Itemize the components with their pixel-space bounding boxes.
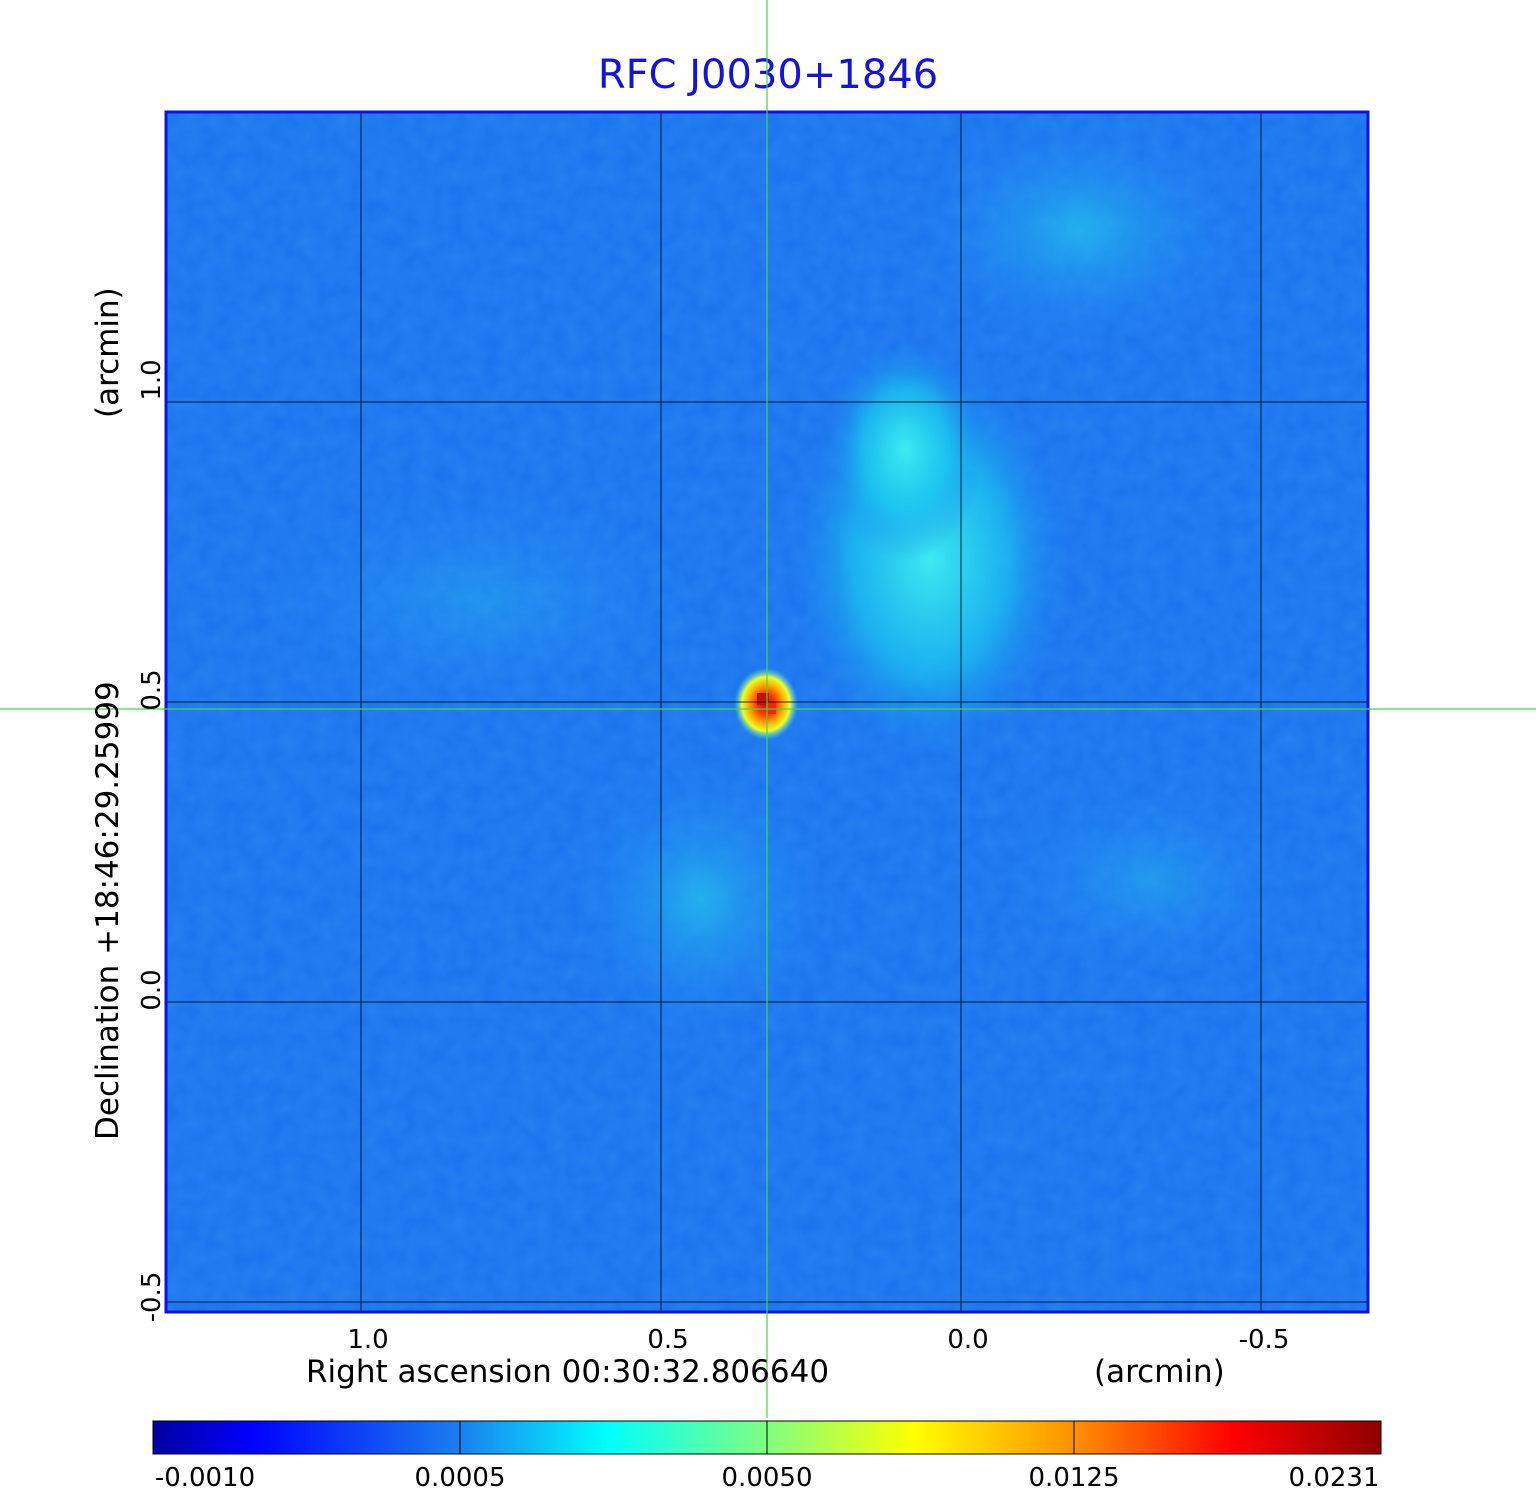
colorbar-tick-label: 0.0125 <box>1028 1463 1120 1493</box>
crosshair <box>0 0 1536 1418</box>
y-axis-unit: (arcmin) <box>90 287 126 418</box>
x-axis-unit: (arcmin) <box>1094 1354 1225 1390</box>
colorbar-tick-label: 0.0050 <box>721 1463 813 1493</box>
x-tick-label: 0.5 <box>647 1325 689 1355</box>
y-tick-label: 0.5 <box>137 669 167 711</box>
emission-lobe-south <box>570 760 830 1040</box>
y-tick-label: 0.0 <box>137 969 167 1011</box>
x-axis-label: Right ascension 00:30:32.806640 <box>306 1354 830 1390</box>
colorbar-tick-label: -0.0010 <box>154 1463 256 1493</box>
x-tick-label: -0.5 <box>1238 1325 1290 1355</box>
x-tick-label: 1.0 <box>347 1325 389 1355</box>
y-tick-label: 1.0 <box>137 359 167 401</box>
image-title: RFC J0030+1846 <box>597 52 939 98</box>
y-axis-label: Declination +18:46:29.25999 <box>90 681 126 1140</box>
colorbar-tick-label: 0.0231 <box>1288 1463 1380 1493</box>
colorbar-tick-label: 0.0005 <box>414 1463 506 1493</box>
y-tick-label: -0.5 <box>137 1271 167 1323</box>
x-tick-label: 0.0 <box>947 1325 989 1355</box>
